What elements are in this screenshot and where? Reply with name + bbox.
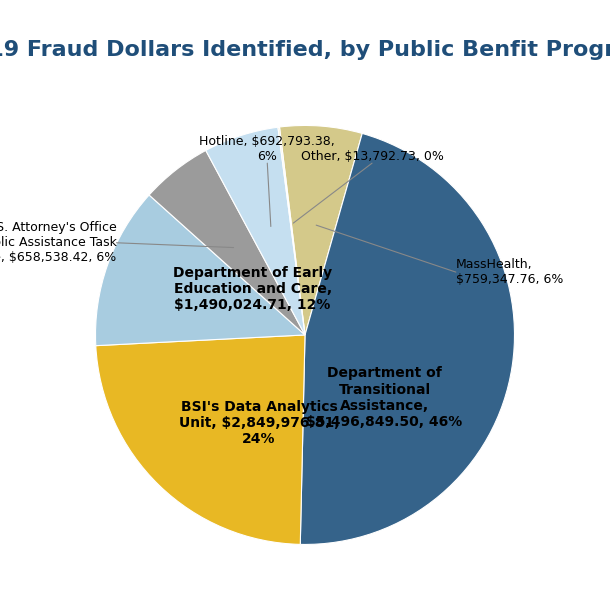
Text: U.S. Attorney's Office
Public Assistance Task
Force, $658,538.42, 6%: U.S. Attorney's Office Public Assistance… <box>0 221 117 264</box>
Wedge shape <box>278 127 305 335</box>
Text: Hotline, $692,793.38,
6%: Hotline, $692,793.38, 6% <box>199 135 335 163</box>
Text: BSI's Data Analytics
Unit, $2,849,976.81,
24%: BSI's Data Analytics Unit, $2,849,976.81… <box>179 400 339 446</box>
Title: FY19 Fraud Dollars Identified, by Public Benfit Program: FY19 Fraud Dollars Identified, by Public… <box>0 40 610 60</box>
Wedge shape <box>96 195 305 346</box>
Wedge shape <box>96 335 305 544</box>
Wedge shape <box>279 125 362 335</box>
Text: Department of Early
Education and Care,
$1,490,024.71, 12%: Department of Early Education and Care, … <box>173 266 332 312</box>
Text: MassHealth,
$759,347.76, 6%: MassHealth, $759,347.76, 6% <box>456 258 563 286</box>
Text: Department of
Transitional
Assistance,
$5,496,849.50, 46%: Department of Transitional Assistance, $… <box>306 367 463 429</box>
Text: Other, $13,792.73, 0%: Other, $13,792.73, 0% <box>301 150 443 163</box>
Wedge shape <box>149 150 305 335</box>
Wedge shape <box>206 127 305 335</box>
Wedge shape <box>300 133 514 544</box>
